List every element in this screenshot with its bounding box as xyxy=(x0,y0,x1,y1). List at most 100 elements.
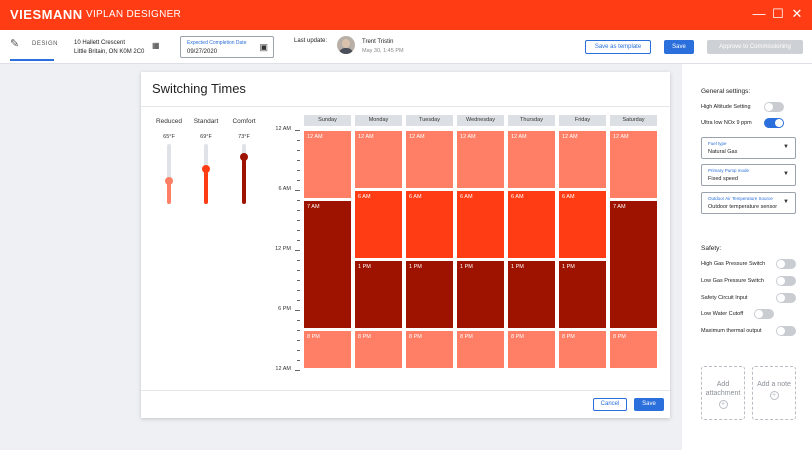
hour-label: 12 PM xyxy=(275,246,291,252)
hour-tick xyxy=(297,330,300,331)
time-block[interactable]: 6 AM xyxy=(406,191,453,258)
air-temp-source-label: Outdoor Air Temperature Source xyxy=(708,196,773,201)
hour-label: 6 AM xyxy=(278,186,291,192)
hour-tick xyxy=(295,190,300,191)
slider-handle-standard[interactable] xyxy=(202,165,210,174)
hour-tick xyxy=(297,300,300,301)
add-note-button[interactable]: Add a note + xyxy=(752,366,796,420)
close-icon[interactable]: ✕ xyxy=(791,6,803,21)
hour-tick xyxy=(297,170,300,171)
time-block[interactable]: 8 PM xyxy=(457,331,504,368)
slider-comfort[interactable] xyxy=(240,144,248,204)
time-block[interactable]: 1 PM xyxy=(559,261,606,328)
address-line2: Little Britain, ON K0M 2C0 xyxy=(74,49,145,55)
hour-tick xyxy=(297,350,300,351)
save-button[interactable]: Save xyxy=(664,40,694,54)
safety-circuit-toggle[interactable] xyxy=(776,293,796,303)
time-block[interactable]: 8 PM xyxy=(508,331,555,368)
air-temp-source-value: Outdoor temperature sensor xyxy=(708,204,778,210)
low-gas-pressure-toggle[interactable] xyxy=(776,276,796,286)
time-block[interactable]: 6 AM xyxy=(457,191,504,258)
time-block[interactable]: 8 PM xyxy=(406,331,453,368)
hour-label: 12 AM xyxy=(275,366,291,372)
add-attachment-button[interactable]: Add attachment + xyxy=(701,366,745,420)
avatar xyxy=(337,36,355,54)
time-block[interactable]: 7 AM xyxy=(610,201,657,328)
hour-tick xyxy=(297,180,300,181)
ultra-low-nox-toggle[interactable] xyxy=(764,118,784,128)
air-temp-source-select[interactable]: Outdoor Air Temperature Source Outdoor t… xyxy=(701,192,796,214)
time-block[interactable]: 7 AM xyxy=(304,201,351,328)
fuel-type-label: Fuel type xyxy=(708,141,727,146)
address-line1: 10 Hallett Crescent xyxy=(74,40,126,46)
project-address: 10 Hallett Crescent Little Britain, ON K… xyxy=(74,39,144,57)
high-gas-pressure-toggle[interactable] xyxy=(776,259,796,269)
pump-mode-select[interactable]: Primary Pump mode Fixed speed ▼ xyxy=(701,164,796,186)
slider-handle-reduced[interactable] xyxy=(165,177,173,186)
time-block[interactable]: 8 PM xyxy=(610,331,657,368)
hour-tick xyxy=(295,310,300,311)
minimize-icon[interactable]: — xyxy=(752,6,766,21)
hour-tick xyxy=(297,150,300,151)
brand-logo: VIESMANN xyxy=(10,7,83,22)
hour-tick xyxy=(297,270,300,271)
time-block[interactable]: 8 PM xyxy=(304,331,351,368)
completion-date-value: 09/27/2020 xyxy=(187,49,218,55)
time-block[interactable]: 1 PM xyxy=(355,261,402,328)
temp-value-reduced: 65°F xyxy=(163,134,175,140)
hour-tick xyxy=(297,210,300,211)
time-block[interactable]: 8 PM xyxy=(559,331,606,368)
completion-date-field[interactable]: Expected Completion Date 09/27/2020 ▣ xyxy=(180,36,274,58)
design-tab[interactable]: ✎ DESIGN xyxy=(10,37,58,61)
card-save-button[interactable]: Save xyxy=(634,398,664,411)
time-block[interactable]: 12 AM xyxy=(355,131,402,188)
slider-standard[interactable] xyxy=(202,144,210,204)
time-block[interactable]: 12 AM xyxy=(610,131,657,198)
time-block[interactable]: 8 PM xyxy=(355,331,402,368)
project-header: ✎ DESIGN 10 Hallett Crescent Little Brit… xyxy=(0,30,812,64)
map-icon[interactable]: ▦ xyxy=(152,41,160,50)
divider xyxy=(141,106,670,107)
time-block[interactable]: 1 PM xyxy=(457,261,504,328)
save-as-template-button[interactable]: Save as template xyxy=(585,40,651,54)
high-altitude-toggle[interactable] xyxy=(764,102,784,112)
settings-panel: General settings: High Altitude Setting … xyxy=(682,64,812,450)
approve-commissioning-button[interactable]: Approve to Commissioning xyxy=(707,40,803,54)
time-block[interactable]: 12 AM xyxy=(304,131,351,198)
temp-label-standard: Standart xyxy=(193,118,219,125)
low-water-cutoff-toggle[interactable] xyxy=(754,309,774,319)
calendar-icon[interactable]: ▣ xyxy=(259,42,268,52)
time-block[interactable]: 6 AM xyxy=(508,191,555,258)
divider xyxy=(141,390,670,391)
hour-tick xyxy=(297,360,300,361)
cancel-button[interactable]: Cancel xyxy=(593,398,627,411)
time-block[interactable]: 12 AM xyxy=(559,131,606,188)
day-header-wednesday: Wednesday xyxy=(457,115,504,126)
hour-tick xyxy=(297,140,300,141)
time-block[interactable]: 1 PM xyxy=(406,261,453,328)
hour-label: 6 PM xyxy=(278,306,291,312)
time-block[interactable]: 12 AM xyxy=(406,131,453,188)
time-block[interactable]: 6 AM xyxy=(559,191,606,258)
time-block[interactable]: 12 AM xyxy=(508,131,555,188)
completion-date-label: Expected Completion Date xyxy=(187,40,247,46)
hour-tick xyxy=(295,370,300,371)
chevron-down-icon: ▼ xyxy=(783,171,789,177)
app-name: VIPLAN DESIGNER xyxy=(86,9,182,20)
hour-tick xyxy=(295,250,300,251)
day-header-sunday: Sunday xyxy=(304,115,351,126)
design-tools-icon: ✎ xyxy=(10,38,20,50)
toggle-label-low-gas: Low Gas Pressure Switch xyxy=(701,278,764,284)
page-title: Switching Times xyxy=(152,81,246,96)
toggle-label-ultra-low-nox: Ultra low NOx 9 ppm xyxy=(701,120,752,126)
time-block[interactable]: 6 AM xyxy=(355,191,402,258)
hour-tick xyxy=(297,160,300,161)
maximize-icon[interactable]: ☐ xyxy=(772,6,784,21)
fuel-type-select[interactable]: Fuel type Natural Gas ▼ xyxy=(701,137,796,159)
max-thermal-output-toggle[interactable] xyxy=(776,326,796,336)
switching-times-card: Switching Times Reduced Standart Comfort… xyxy=(141,72,670,418)
time-block[interactable]: 12 AM xyxy=(457,131,504,188)
slider-handle-comfort[interactable] xyxy=(240,153,248,162)
slider-reduced[interactable] xyxy=(165,144,173,204)
time-block[interactable]: 1 PM xyxy=(508,261,555,328)
